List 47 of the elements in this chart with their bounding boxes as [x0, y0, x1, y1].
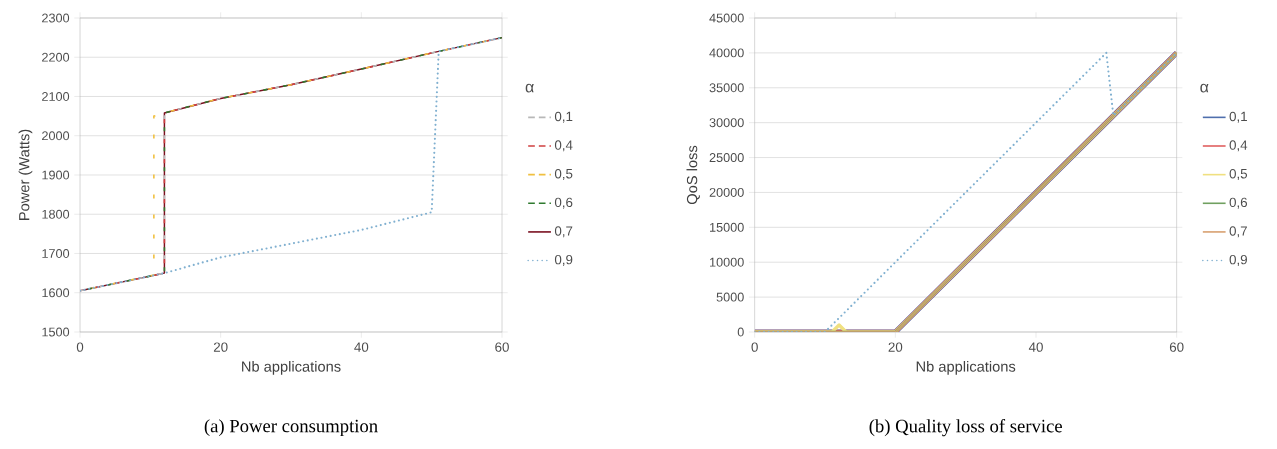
y-axis-title: QoS loss: [686, 145, 700, 205]
y-tick-label: 2000: [42, 131, 70, 141]
y-tick-label: 1600: [42, 288, 70, 298]
x-tick-label: 60: [495, 342, 509, 352]
x-tick-label: 40: [354, 342, 369, 352]
legend-label: 0,4: [1229, 140, 1248, 152]
y-tick-label: 1700: [42, 249, 70, 258]
y-tick-label: 30000: [709, 118, 744, 128]
y-tick-label: 5000: [716, 292, 744, 302]
legend-label: 0,1: [1229, 111, 1247, 123]
y-tick-label: 2200: [42, 52, 70, 62]
legend-label: 0,7: [554, 226, 573, 238]
legend-label: 0,5: [554, 168, 573, 181]
x-tick-label: 0: [751, 342, 758, 352]
y-tick-label: 15000: [710, 222, 744, 232]
y-tick-label: 0: [737, 327, 744, 337]
y-tick-label: 1900: [42, 170, 70, 180]
legend-label: 0,6: [554, 197, 573, 209]
legend-label: 0,5: [1229, 168, 1248, 181]
x-tick-label: 40: [1028, 342, 1043, 352]
y-tick-label: 10000: [710, 257, 744, 267]
legend-label: 0,7: [1229, 226, 1247, 238]
y-tick-label: 1500: [42, 327, 70, 337]
x-axis-title: Nb applications: [916, 360, 1016, 375]
legend-label: 0,4: [554, 140, 573, 152]
legend-label: 0,9: [554, 254, 573, 266]
y-axis-title: Power (Watts): [18, 129, 33, 220]
text: (a) Power consumption: [204, 419, 378, 437]
legend-label: 0,6: [1229, 197, 1248, 209]
y-tick-label: 2100: [42, 92, 70, 101]
legend-title: α: [525, 83, 534, 93]
legend-title: α: [1200, 83, 1209, 93]
y-tick-label: 25000: [709, 153, 744, 163]
legend-label: 0,1: [554, 111, 573, 123]
x-tick-label: 20: [213, 342, 228, 352]
y-tick-label: 35000: [709, 83, 744, 93]
legend-label: 0,9: [1229, 254, 1247, 266]
y-tick-label: 2300: [42, 13, 70, 23]
y-tick-label: 45000: [709, 13, 744, 23]
x-tick-label: 20: [888, 342, 903, 352]
y-tick-label: 20000: [709, 187, 744, 197]
x-tick-label: 0: [76, 342, 84, 352]
x-tick-label: 60: [1169, 342, 1184, 352]
text: (b) Quality loss of service: [869, 419, 1062, 437]
x-axis-title: Nb applications: [242, 360, 341, 375]
y-tick-label: 40000: [709, 48, 744, 58]
y-tick-label: 1800: [42, 209, 70, 219]
